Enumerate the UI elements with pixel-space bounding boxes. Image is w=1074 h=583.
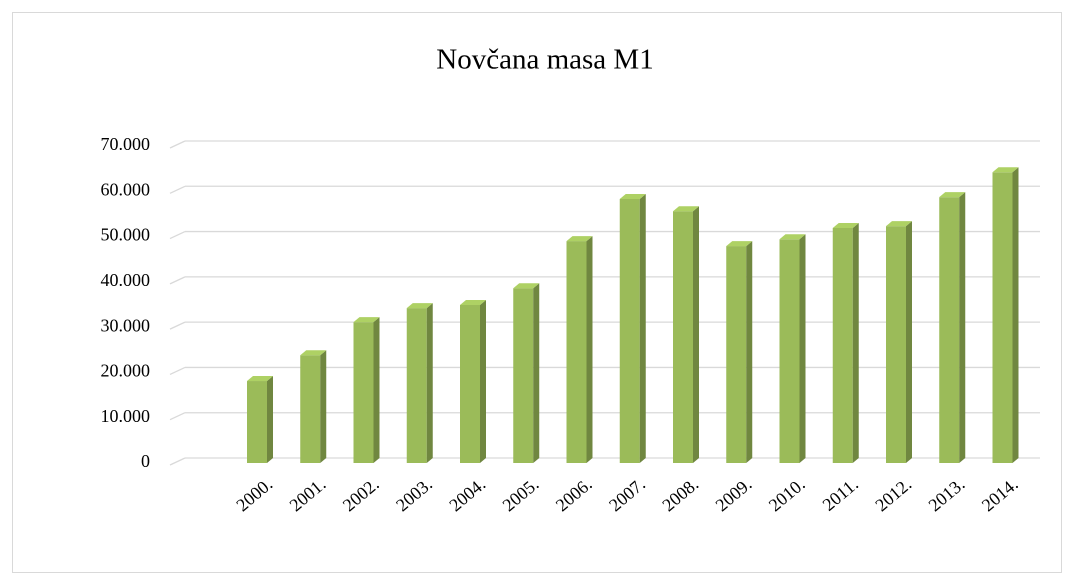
grid-line-side (169, 140, 186, 149)
y-tick-label: 20.000 (101, 361, 151, 381)
bar-front (779, 239, 800, 463)
bar-front (566, 241, 587, 463)
bar-front (939, 197, 960, 463)
bar-side (906, 221, 912, 463)
bar-top (726, 241, 753, 247)
bar-side (639, 193, 646, 463)
grid-line-side (169, 230, 186, 240)
bar-side (586, 236, 593, 463)
bar-side (1012, 167, 1019, 463)
grid-line-side (169, 412, 186, 421)
y-tick-label: 10.000 (101, 406, 151, 426)
bar (513, 283, 540, 463)
bar-front (673, 211, 693, 463)
bar (886, 221, 912, 463)
bar-side (426, 303, 433, 463)
bar-top (886, 221, 912, 227)
bar-front (247, 381, 267, 463)
bar (300, 350, 327, 463)
grid-line-side (169, 457, 186, 466)
chart-title: Novčana masa M1 (436, 44, 653, 76)
bar (832, 222, 859, 463)
bar (566, 236, 593, 463)
bar-top (992, 167, 1019, 173)
bar-side (959, 192, 966, 463)
bar-top (300, 350, 327, 356)
bar (992, 167, 1019, 463)
bar (406, 303, 433, 463)
bar-front (832, 227, 853, 463)
bar-side (373, 317, 380, 463)
bar-side (852, 222, 859, 463)
bar-side (746, 241, 753, 463)
bar-top (513, 283, 540, 289)
y-tick-label: 50.000 (101, 225, 151, 245)
bar-side (693, 206, 699, 463)
bar-front (513, 288, 534, 463)
bar-top (566, 236, 593, 242)
y-tick-label: 0 (141, 451, 150, 471)
bar (673, 206, 699, 463)
y-tick-label: 40.000 (101, 270, 151, 290)
bar-front (353, 322, 374, 463)
bar-side (320, 350, 327, 463)
y-tick-label: 70.000 (101, 134, 151, 154)
bar-side (267, 376, 273, 463)
bar-front (886, 226, 906, 463)
bar (726, 241, 753, 463)
bar (460, 299, 486, 463)
bar-side (480, 299, 486, 463)
y-tick-label: 60.000 (101, 179, 151, 199)
bar (779, 234, 806, 463)
y-tick-label: 30.000 (101, 315, 151, 335)
grid-line-side (169, 366, 186, 376)
bar-top (460, 299, 486, 305)
bar-top (832, 222, 859, 228)
bar-front (300, 355, 321, 463)
bar-top (247, 376, 273, 382)
bar-side (799, 234, 806, 463)
grid-line-side (169, 185, 186, 194)
bar (939, 192, 966, 463)
bar-top (353, 317, 380, 323)
grid-line-side (169, 321, 186, 330)
bar-top (406, 303, 433, 309)
bar-front (460, 304, 480, 463)
bar-top (779, 234, 806, 240)
bar-front (726, 246, 747, 463)
bar (619, 193, 646, 463)
bar-front (619, 198, 640, 463)
bar (247, 376, 273, 463)
bar-top (673, 206, 699, 212)
bar-top (939, 192, 966, 198)
bar-side (533, 283, 540, 463)
bar (353, 317, 380, 463)
bar-front (406, 308, 427, 463)
grid-line-side (169, 276, 186, 285)
bar-front (992, 172, 1013, 463)
bar-top (619, 193, 646, 199)
